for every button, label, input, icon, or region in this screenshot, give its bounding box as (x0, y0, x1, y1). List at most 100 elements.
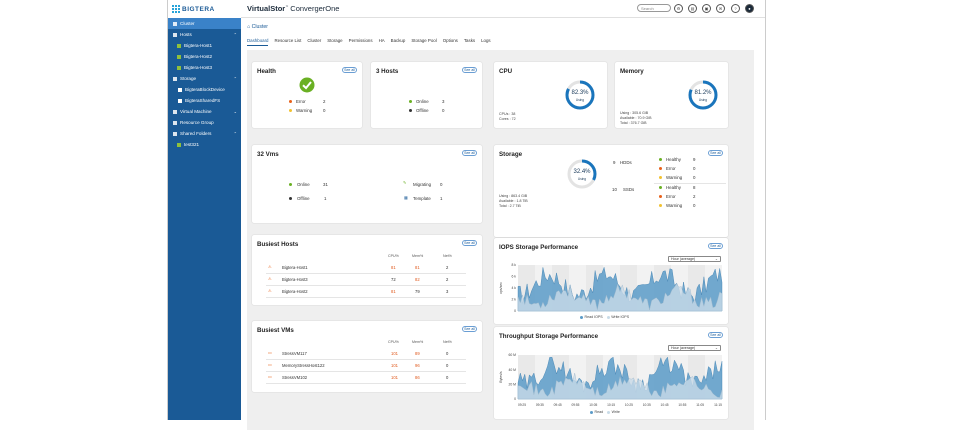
sidebar-item-hosts[interactable]: Hosts ⌃ (168, 29, 241, 40)
row-name-link[interactable]: Bigtera-Host3 (282, 277, 308, 282)
storage-percent: 32.4% (573, 169, 591, 175)
memory-title: Memory (620, 68, 644, 75)
tab-cluster[interactable]: Cluster (307, 38, 322, 43)
y-tick-label: 20 M (508, 383, 516, 387)
storage-sub: Using (577, 177, 587, 181)
tab-permissions[interactable]: Permissions (348, 38, 373, 43)
template-count: 1 (440, 196, 443, 201)
sidebar-item-resource-group[interactable]: Resource Group (168, 117, 241, 128)
status-count: 8 (693, 185, 696, 190)
sidebar-item-bigtera-host2[interactable]: Bigtera-Host2 (168, 51, 241, 62)
sidebar-item-label: test321 (184, 142, 200, 147)
tab-dashboard[interactable]: Dashboard (247, 38, 269, 46)
user-avatar-icon[interactable]: ● (745, 4, 754, 13)
x-tick-label: 10:45 (661, 403, 669, 407)
search-input[interactable]: Search (637, 4, 671, 12)
tab-ha[interactable]: HA (378, 38, 385, 43)
chevron-icon[interactable]: ⌃ (233, 76, 237, 81)
notifications-icon[interactable]: ✉ (716, 4, 725, 13)
logo: BIGTERA (168, 0, 241, 18)
sidebar-item-bigterasharedfs[interactable]: BigteraSharedFS (168, 95, 241, 106)
busiest-hosts-see-all-button[interactable]: See all (462, 240, 477, 246)
breadcrumb-cluster[interactable]: Cluster (251, 24, 269, 30)
template-icon: ▦ (404, 195, 408, 200)
home-icon[interactable]: ⌂ (247, 24, 251, 30)
console-icon[interactable]: ▤ (688, 4, 697, 13)
y-tick-label: 4 k (511, 286, 516, 290)
legend-write-iops: Write IOPS (611, 315, 630, 319)
nav-icon (173, 76, 177, 81)
tasks-icon[interactable]: ⚙ (674, 4, 683, 13)
help-icon[interactable]: ? (731, 4, 740, 13)
row-name-link[interactable]: Bigtera-Host1 (282, 265, 308, 270)
iops-card: IOPS Storage Performance See all Hour (a… (494, 238, 728, 324)
app-window: BIGTERA Cluster Hosts ⌃ Bigtera-Host1 Bigter… (167, 0, 766, 430)
y-tick-label: 60 M (508, 353, 516, 357)
sidebar-item-bigterablockdevice[interactable]: BigteraBlockDevice (168, 84, 241, 95)
sidebar-item-virtual-machine[interactable]: Virtual Machine ⌄ (168, 106, 241, 117)
tab-storage-pool[interactable]: Storage Pool (411, 38, 437, 43)
storage-see-all-button[interactable]: See all (708, 150, 723, 156)
row-name-link[interactable]: StressVM102 (282, 375, 308, 380)
sidebar-item-label: Bigtera-Host2 (184, 54, 213, 59)
row-cpu: 101 (391, 363, 398, 368)
chevron-icon[interactable]: ⌃ (233, 32, 237, 37)
row-name-link[interactable]: StressVM117 (282, 351, 307, 356)
error-label: Error (296, 99, 306, 104)
row-net: 0 (446, 351, 449, 356)
row-net: 0 (446, 375, 449, 380)
y-axis-label: Bytes/s (499, 371, 503, 382)
throughput-title: Throughput Storage Performance (499, 333, 599, 340)
chevron-icon[interactable]: ⌃ (233, 131, 237, 136)
vms-see-all-button[interactable]: See all (462, 150, 477, 156)
iops-legend: Read IOPS Write IOPS (576, 315, 629, 319)
sidebar-item-test321[interactable]: test321 (168, 139, 241, 150)
sidebar-item-label: BigteraSharedFS (185, 98, 221, 103)
online-dot (409, 100, 412, 103)
status-dot (659, 195, 662, 198)
sidebar-item-label: BigteraBlockDevice (185, 87, 225, 92)
dashboard-area: Health See all Error 2 Warning 0 3 Hosts… (247, 50, 754, 430)
vm-online-label: Online (297, 182, 310, 187)
tab-logs[interactable]: Logs (481, 38, 491, 43)
row-name-link[interactable]: Bigtera-Host2 (282, 289, 308, 294)
status-dot (659, 186, 662, 189)
row-name-link[interactable]: MemoryStressHost122 (282, 363, 325, 368)
row-mem: 81 (415, 265, 420, 270)
chevron-down-icon: ⌄ (714, 346, 718, 350)
sidebar-item-cluster[interactable]: Cluster (168, 18, 241, 29)
iops-see-all-button[interactable]: See all (708, 243, 723, 249)
sidebar-item-bigtera-host3[interactable]: Bigtera-Host3 (168, 62, 241, 73)
memory-using: Using : 305.6 GiB (620, 111, 649, 115)
template-label: Template (413, 196, 431, 201)
health-see-all-button[interactable]: See all (342, 67, 357, 73)
x-tick-label: 09:25 (518, 403, 526, 407)
ssd-label: SSDs (623, 187, 635, 192)
vm-online-count: 31 (323, 182, 328, 187)
migrating-icon: ✎ (403, 180, 407, 185)
sidebar-item-storage[interactable]: Storage ⌃ (168, 73, 241, 84)
vm-offline-count: 1 (324, 196, 327, 201)
warning-dot (289, 109, 292, 112)
tab-backup[interactable]: Backup (390, 38, 406, 43)
tab-storage[interactable]: Storage (327, 38, 343, 43)
busiest-vms-see-all-button[interactable]: See all (462, 326, 477, 332)
tab-tasks[interactable]: Tasks (463, 38, 476, 43)
chevron-icon[interactable]: ⌄ (233, 109, 237, 114)
throughput-see-all-button[interactable]: See all (708, 332, 723, 338)
tab-options[interactable]: Options (442, 38, 458, 43)
tab-resource-list[interactable]: Resource List (274, 38, 302, 43)
memory-total: Total : 376.7 GiB (620, 121, 647, 125)
x-tick-label: 10:35 (643, 403, 651, 407)
hosts-title: 3 Hosts (376, 68, 399, 75)
memory-donut (688, 80, 718, 110)
monitor-icon[interactable]: ▣ (702, 4, 711, 13)
hosts-see-all-button[interactable]: See all (462, 67, 477, 73)
cpu-count: CPUs : 38 (499, 112, 516, 116)
throughput-range-select[interactable]: Hour (average) ⌄ (668, 345, 721, 351)
sidebar-item-shared-folders[interactable]: Shared Folders ⌃ (168, 128, 241, 139)
item-icon (177, 65, 181, 70)
throughput-card: Throughput Storage Performance See all H… (494, 327, 728, 419)
sidebar-item-bigtera-host1[interactable]: Bigtera-Host1 (168, 40, 241, 51)
iops-range-select[interactable]: Hour (average) ⌄ (668, 256, 721, 262)
